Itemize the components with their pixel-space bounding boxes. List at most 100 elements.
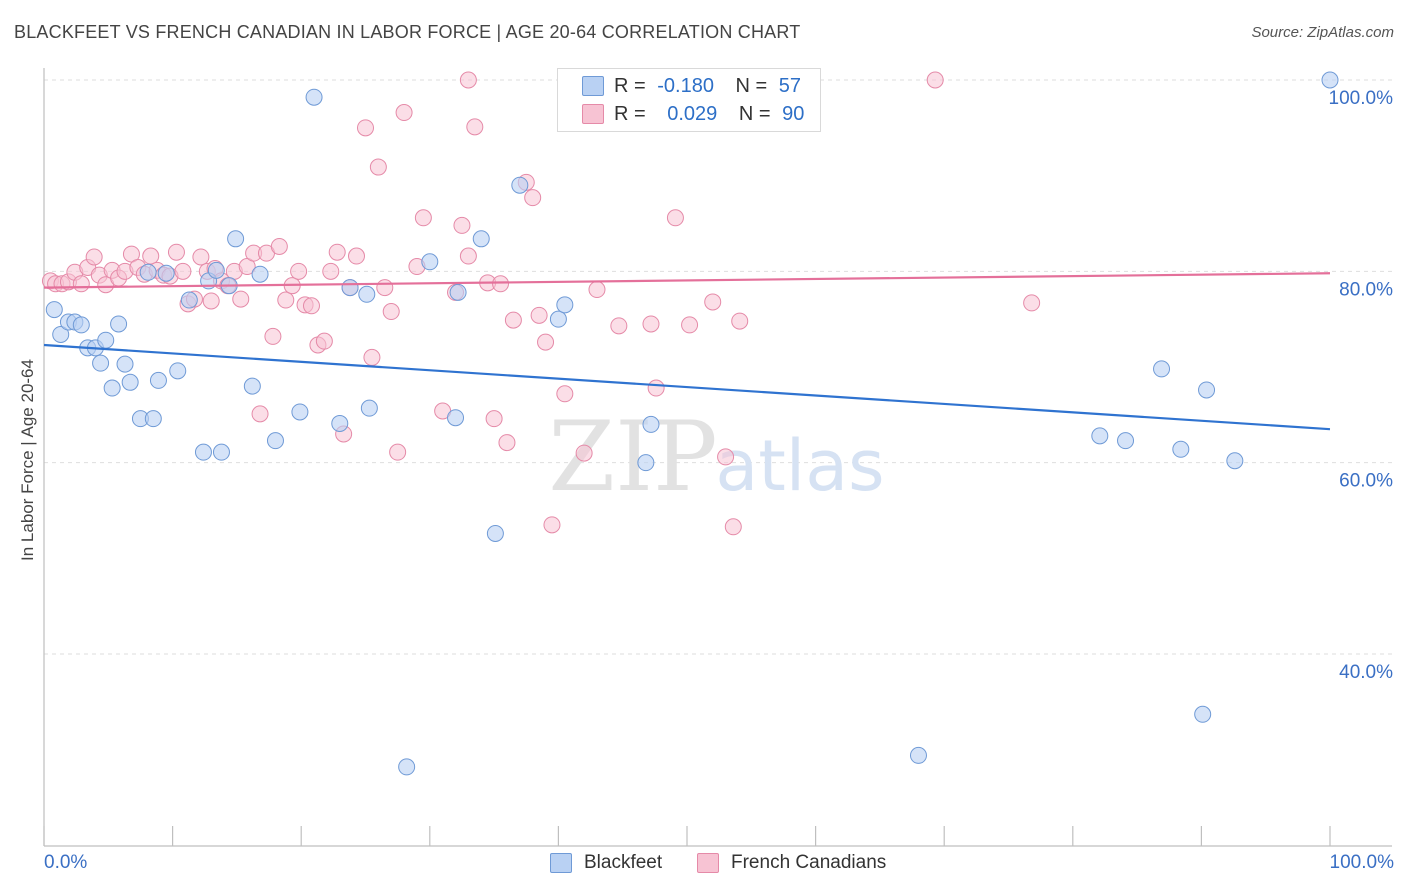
french-canadians-point — [270, 237, 288, 255]
x-tick-label-max: 100.0% — [1329, 852, 1394, 873]
french-canadians-point — [681, 316, 699, 334]
blackfeet-point — [447, 409, 465, 427]
french-canadians-point — [704, 293, 722, 311]
french-canadians-point — [1023, 294, 1041, 312]
blackfeet-point — [116, 355, 134, 373]
french-canadians-point — [485, 410, 503, 428]
blackfeet-point — [144, 410, 162, 428]
french-canadians-point — [498, 434, 516, 452]
french-canadians-point — [459, 247, 477, 265]
legend-text-french: R = 0.029 N = 90 — [614, 103, 804, 126]
y-tick-label-100: 100.0% — [1329, 88, 1394, 109]
blackfeet-point — [556, 296, 574, 314]
blackfeet-point — [1226, 452, 1244, 470]
blackfeet-r-value: -0.180 — [657, 74, 714, 97]
blackfeet-point — [139, 263, 157, 281]
blackfeet-point — [486, 524, 504, 542]
blackfeet-point — [251, 265, 269, 283]
french-canadians-point — [290, 262, 308, 280]
blackfeet-point — [358, 285, 376, 303]
legend-item-french-canadians[interactable]: French Canadians — [697, 852, 886, 874]
french-canadians-point — [537, 333, 555, 351]
y-tick-label-40: 40.0% — [1339, 662, 1393, 683]
french-canadians-point — [389, 443, 407, 461]
french-canadians-point — [666, 209, 684, 227]
blackfeet-point — [97, 331, 115, 349]
blackfeet-legend-swatch — [550, 853, 572, 873]
french-canadians-point — [369, 158, 387, 176]
french-canadians-point — [575, 444, 593, 462]
french-canadians-point — [492, 275, 510, 293]
blackfeet-point — [212, 443, 230, 461]
watermark-atlas: atlas — [715, 425, 884, 507]
french-canadians-legend-swatch — [697, 853, 719, 873]
legend-label-blackfeet: Blackfeet — [584, 852, 663, 873]
r-label: R = — [614, 74, 646, 97]
french-canadians-trend-line — [43, 272, 1331, 289]
french-canadians-point — [642, 315, 660, 333]
blackfeet-point — [637, 454, 655, 472]
french-canadians-point — [926, 71, 944, 89]
blackfeet-point — [149, 371, 167, 389]
french-n-value: 90 — [782, 102, 805, 125]
blackfeet-point — [103, 379, 121, 397]
blackfeet-point — [642, 415, 660, 433]
french-canadians-point — [363, 348, 381, 366]
blackfeet-point — [45, 301, 63, 319]
blackfeet-point — [291, 403, 309, 421]
legend-label-french-canadians: French Canadians — [731, 852, 887, 873]
chart-source: Source: ZipAtlas.com — [1251, 24, 1394, 41]
blackfeet-point — [169, 362, 187, 380]
blackfeet-point — [549, 310, 567, 328]
french-canadians-point — [382, 303, 400, 321]
french-canadians-point — [264, 327, 282, 345]
blackfeet-point — [331, 414, 349, 432]
blackfeet-point — [52, 325, 70, 343]
blackfeet-point — [227, 230, 245, 248]
french-canadians-swatch — [582, 104, 604, 124]
french-canadians-point — [504, 311, 522, 329]
chart-title: BLACKFEET VS FRENCH CANADIAN IN LABOR FO… — [14, 22, 801, 42]
french-canadians-point — [202, 292, 220, 310]
french-canadians-point — [142, 247, 160, 265]
r-label: R = — [614, 102, 646, 125]
blackfeet-point — [909, 746, 927, 764]
y-tick-label-80: 80.0% — [1339, 279, 1393, 300]
n-label: N = — [735, 74, 768, 97]
french-canadians-point — [524, 189, 542, 207]
french-canadians-point — [466, 118, 484, 136]
french-canadians-point — [556, 385, 574, 403]
blackfeet-point — [266, 432, 284, 450]
french-canadians-point — [315, 332, 333, 350]
blackfeet-point — [110, 315, 128, 333]
blackfeet-point — [1117, 432, 1135, 450]
french-canadians-point — [376, 279, 394, 297]
legend-item-blackfeet[interactable]: Blackfeet — [550, 852, 662, 874]
blackfeet-point — [1172, 440, 1190, 458]
y-tick-label-60: 60.0% — [1339, 471, 1393, 492]
blackfeet-swatch — [582, 76, 604, 96]
blackfeet-point — [180, 291, 198, 309]
french-canadians-point — [277, 291, 295, 309]
blackfeet-point — [1194, 705, 1212, 723]
french-canadians-point — [453, 216, 471, 234]
french-canadians-point — [232, 290, 250, 308]
blackfeet-point — [511, 176, 529, 194]
blackfeet-point — [194, 443, 212, 461]
french-canadians-point — [85, 248, 103, 266]
french-canadians-point — [731, 312, 749, 330]
french-canadians-point — [530, 306, 548, 324]
french-canadians-point — [357, 119, 374, 137]
french-canadians-point — [302, 297, 320, 315]
series-legend: Blackfeet French Canadians — [0, 852, 1406, 876]
french-canadians-point — [251, 405, 269, 423]
blackfeet-point — [92, 354, 110, 372]
french-canadians-point — [724, 518, 742, 536]
french-canadians-point — [322, 262, 340, 280]
trend-lines — [43, 272, 1331, 431]
blackfeet-point — [157, 264, 175, 282]
blackfeet-point — [207, 261, 225, 279]
french-canadians-point — [459, 71, 477, 89]
french-canadians-point — [717, 448, 735, 466]
blackfeet-n-value: 57 — [778, 74, 802, 97]
